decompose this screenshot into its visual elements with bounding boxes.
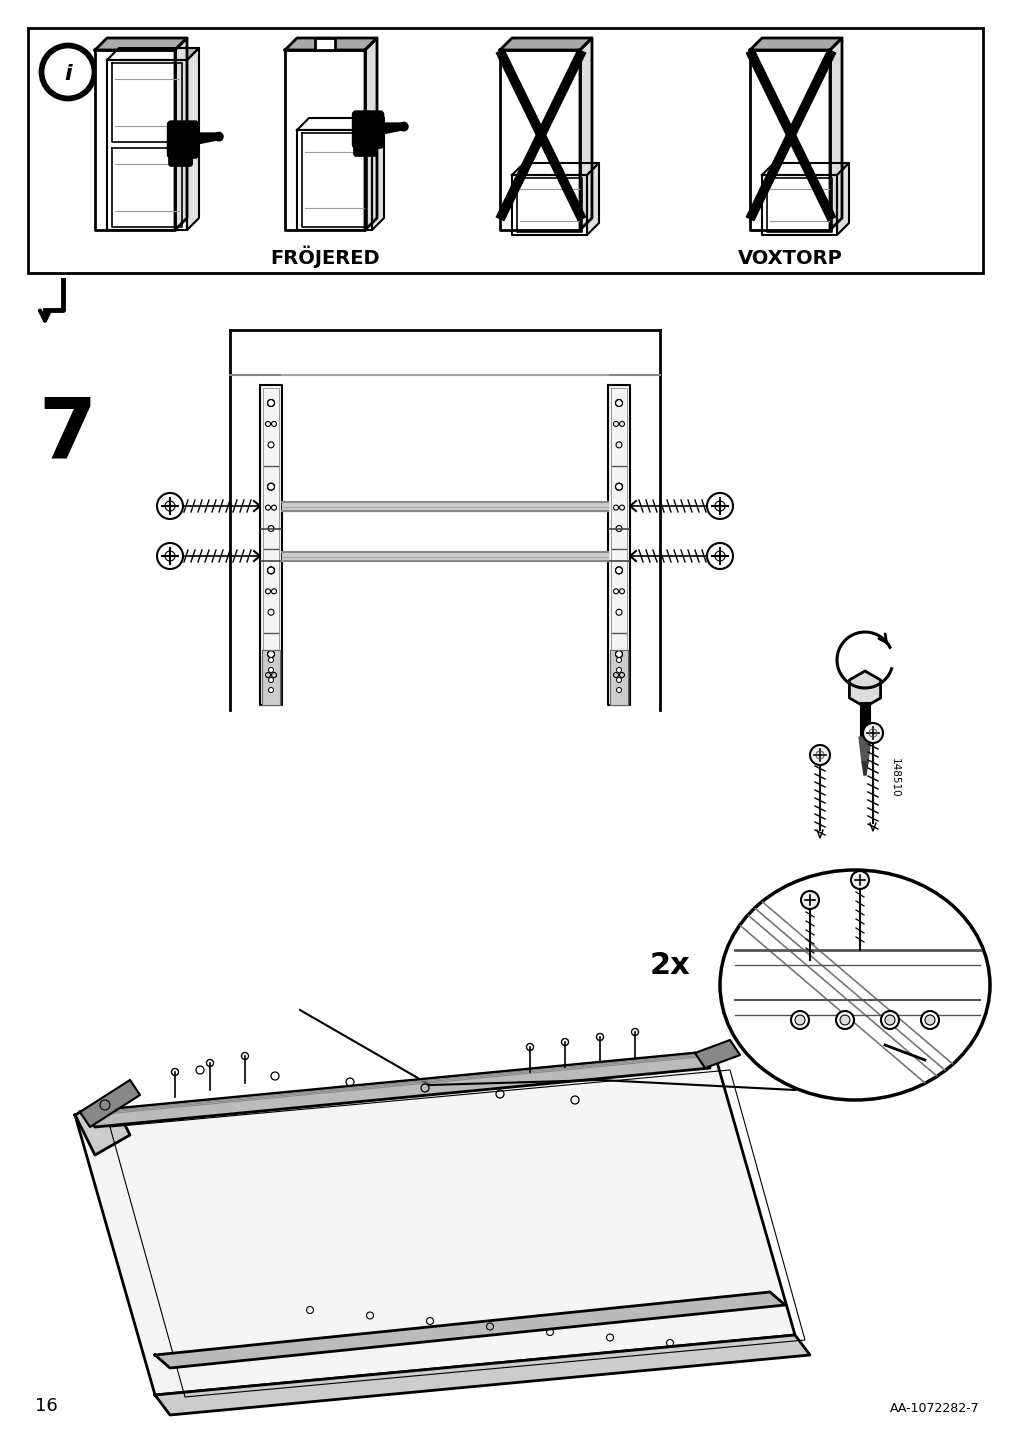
- FancyBboxPatch shape: [168, 122, 198, 158]
- Circle shape: [835, 1011, 853, 1030]
- Polygon shape: [608, 385, 630, 705]
- Text: AA-1072282-7: AA-1072282-7: [890, 1402, 979, 1415]
- Text: FRÖJERED: FRÖJERED: [270, 245, 379, 268]
- Circle shape: [839, 1015, 849, 1025]
- Polygon shape: [858, 737, 870, 762]
- Bar: [28, 29, 982, 274]
- Polygon shape: [260, 385, 282, 705]
- Polygon shape: [80, 1053, 710, 1127]
- Polygon shape: [296, 117, 383, 130]
- Polygon shape: [861, 762, 867, 775]
- Polygon shape: [761, 163, 848, 175]
- Circle shape: [920, 1011, 938, 1030]
- Circle shape: [881, 1011, 898, 1030]
- Circle shape: [268, 677, 273, 683]
- Circle shape: [616, 657, 621, 663]
- Circle shape: [795, 1015, 804, 1025]
- Polygon shape: [95, 39, 187, 50]
- Circle shape: [268, 657, 273, 663]
- Polygon shape: [499, 39, 591, 50]
- FancyBboxPatch shape: [354, 142, 376, 156]
- Circle shape: [267, 483, 274, 490]
- Polygon shape: [499, 50, 579, 231]
- Polygon shape: [378, 122, 405, 135]
- Polygon shape: [749, 39, 841, 50]
- Polygon shape: [75, 1095, 129, 1156]
- Circle shape: [885, 1015, 894, 1025]
- Polygon shape: [610, 650, 628, 705]
- Polygon shape: [285, 50, 365, 231]
- Polygon shape: [579, 39, 591, 231]
- Polygon shape: [848, 672, 880, 707]
- Circle shape: [157, 543, 183, 569]
- Polygon shape: [175, 39, 187, 231]
- Circle shape: [615, 483, 622, 490]
- Circle shape: [616, 677, 621, 683]
- Polygon shape: [586, 163, 599, 235]
- Circle shape: [399, 122, 407, 130]
- Circle shape: [791, 1011, 808, 1030]
- Polygon shape: [107, 49, 199, 60]
- Polygon shape: [695, 1040, 739, 1068]
- FancyBboxPatch shape: [169, 152, 192, 166]
- Circle shape: [809, 745, 829, 765]
- Circle shape: [157, 493, 183, 518]
- Circle shape: [616, 667, 621, 673]
- Circle shape: [40, 44, 96, 100]
- Polygon shape: [155, 1335, 809, 1415]
- Circle shape: [268, 687, 273, 693]
- Circle shape: [268, 667, 273, 673]
- Polygon shape: [282, 503, 608, 511]
- Circle shape: [616, 687, 621, 693]
- Polygon shape: [372, 117, 383, 231]
- Circle shape: [615, 567, 622, 574]
- Polygon shape: [75, 1055, 795, 1395]
- Polygon shape: [512, 163, 599, 175]
- Circle shape: [267, 400, 274, 407]
- Text: VOXTORP: VOXTORP: [737, 249, 841, 268]
- Circle shape: [707, 493, 732, 518]
- Circle shape: [707, 543, 732, 569]
- Ellipse shape: [719, 871, 989, 1100]
- FancyBboxPatch shape: [353, 112, 382, 147]
- Circle shape: [615, 400, 622, 407]
- Circle shape: [267, 650, 274, 657]
- Circle shape: [924, 1015, 934, 1025]
- Polygon shape: [80, 1080, 140, 1127]
- Polygon shape: [761, 175, 836, 235]
- Text: 148510: 148510: [889, 758, 899, 798]
- Circle shape: [862, 723, 883, 743]
- Polygon shape: [95, 50, 175, 231]
- Polygon shape: [282, 551, 608, 561]
- Polygon shape: [365, 39, 377, 231]
- Polygon shape: [749, 50, 829, 231]
- Polygon shape: [285, 39, 377, 50]
- Polygon shape: [107, 60, 187, 231]
- Circle shape: [801, 891, 818, 909]
- Polygon shape: [829, 39, 841, 231]
- Text: 2x: 2x: [649, 951, 690, 979]
- Polygon shape: [187, 49, 199, 231]
- Circle shape: [615, 650, 622, 657]
- Polygon shape: [155, 1292, 785, 1368]
- Circle shape: [267, 567, 274, 574]
- Circle shape: [42, 47, 93, 97]
- Text: 7: 7: [38, 395, 96, 475]
- Polygon shape: [836, 163, 848, 235]
- Polygon shape: [193, 132, 220, 145]
- Polygon shape: [296, 130, 372, 231]
- Circle shape: [850, 871, 868, 889]
- Text: i: i: [64, 64, 72, 84]
- Circle shape: [214, 132, 222, 140]
- Polygon shape: [262, 650, 280, 705]
- Polygon shape: [512, 175, 586, 235]
- Polygon shape: [314, 39, 335, 50]
- Text: 16: 16: [35, 1398, 58, 1415]
